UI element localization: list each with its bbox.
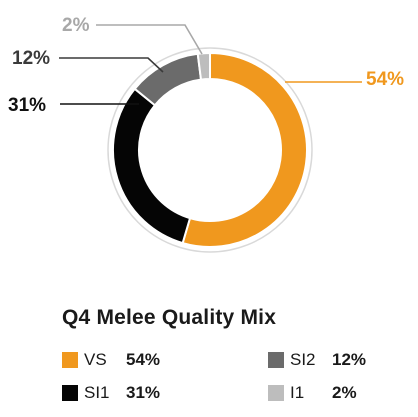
data-label-vs: 54% xyxy=(366,69,404,90)
donut-slice-vs xyxy=(181,51,308,248)
legend-swatch-vs xyxy=(62,352,78,368)
data-label-si1: 31% xyxy=(8,95,46,116)
donut-chart: 54% 31% 12% 2% xyxy=(8,15,404,253)
legend-value-si2: 12% xyxy=(332,350,367,369)
chart-title: Q4 Melee Quality Mix xyxy=(62,306,277,329)
data-label-i1: 2% xyxy=(62,15,90,36)
legend-label-si1: SI1 xyxy=(84,383,110,402)
legend-value-si1: 31% xyxy=(126,383,161,402)
legend-label-si2: SI2 xyxy=(290,350,316,369)
legend-swatch-si2 xyxy=(268,352,284,368)
leader-line-i1 xyxy=(96,24,203,55)
legend-item-i1: I1 2% xyxy=(268,383,357,403)
donut-outer-ring xyxy=(107,47,313,253)
legend-value-vs: 54% xyxy=(126,350,161,369)
donut-slice-i1 xyxy=(196,51,211,81)
legend-swatch-si1 xyxy=(62,385,78,401)
legend-label-i1: I1 xyxy=(290,383,305,402)
data-label-si2: 12% xyxy=(12,48,50,69)
legend-swatch-i1 xyxy=(268,385,284,401)
legend-label-vs: VS xyxy=(84,350,107,369)
legend-item-si1: SI1 31% xyxy=(62,383,160,403)
donut-slice-si1 xyxy=(112,87,192,245)
legend-item-si2: SI2 12% xyxy=(268,350,366,370)
legend-value-i1: 2% xyxy=(332,383,357,402)
leader-line-si2 xyxy=(59,57,164,73)
legend-item-vs: VS 54% xyxy=(62,350,160,370)
donut-slice-si2 xyxy=(133,52,203,107)
